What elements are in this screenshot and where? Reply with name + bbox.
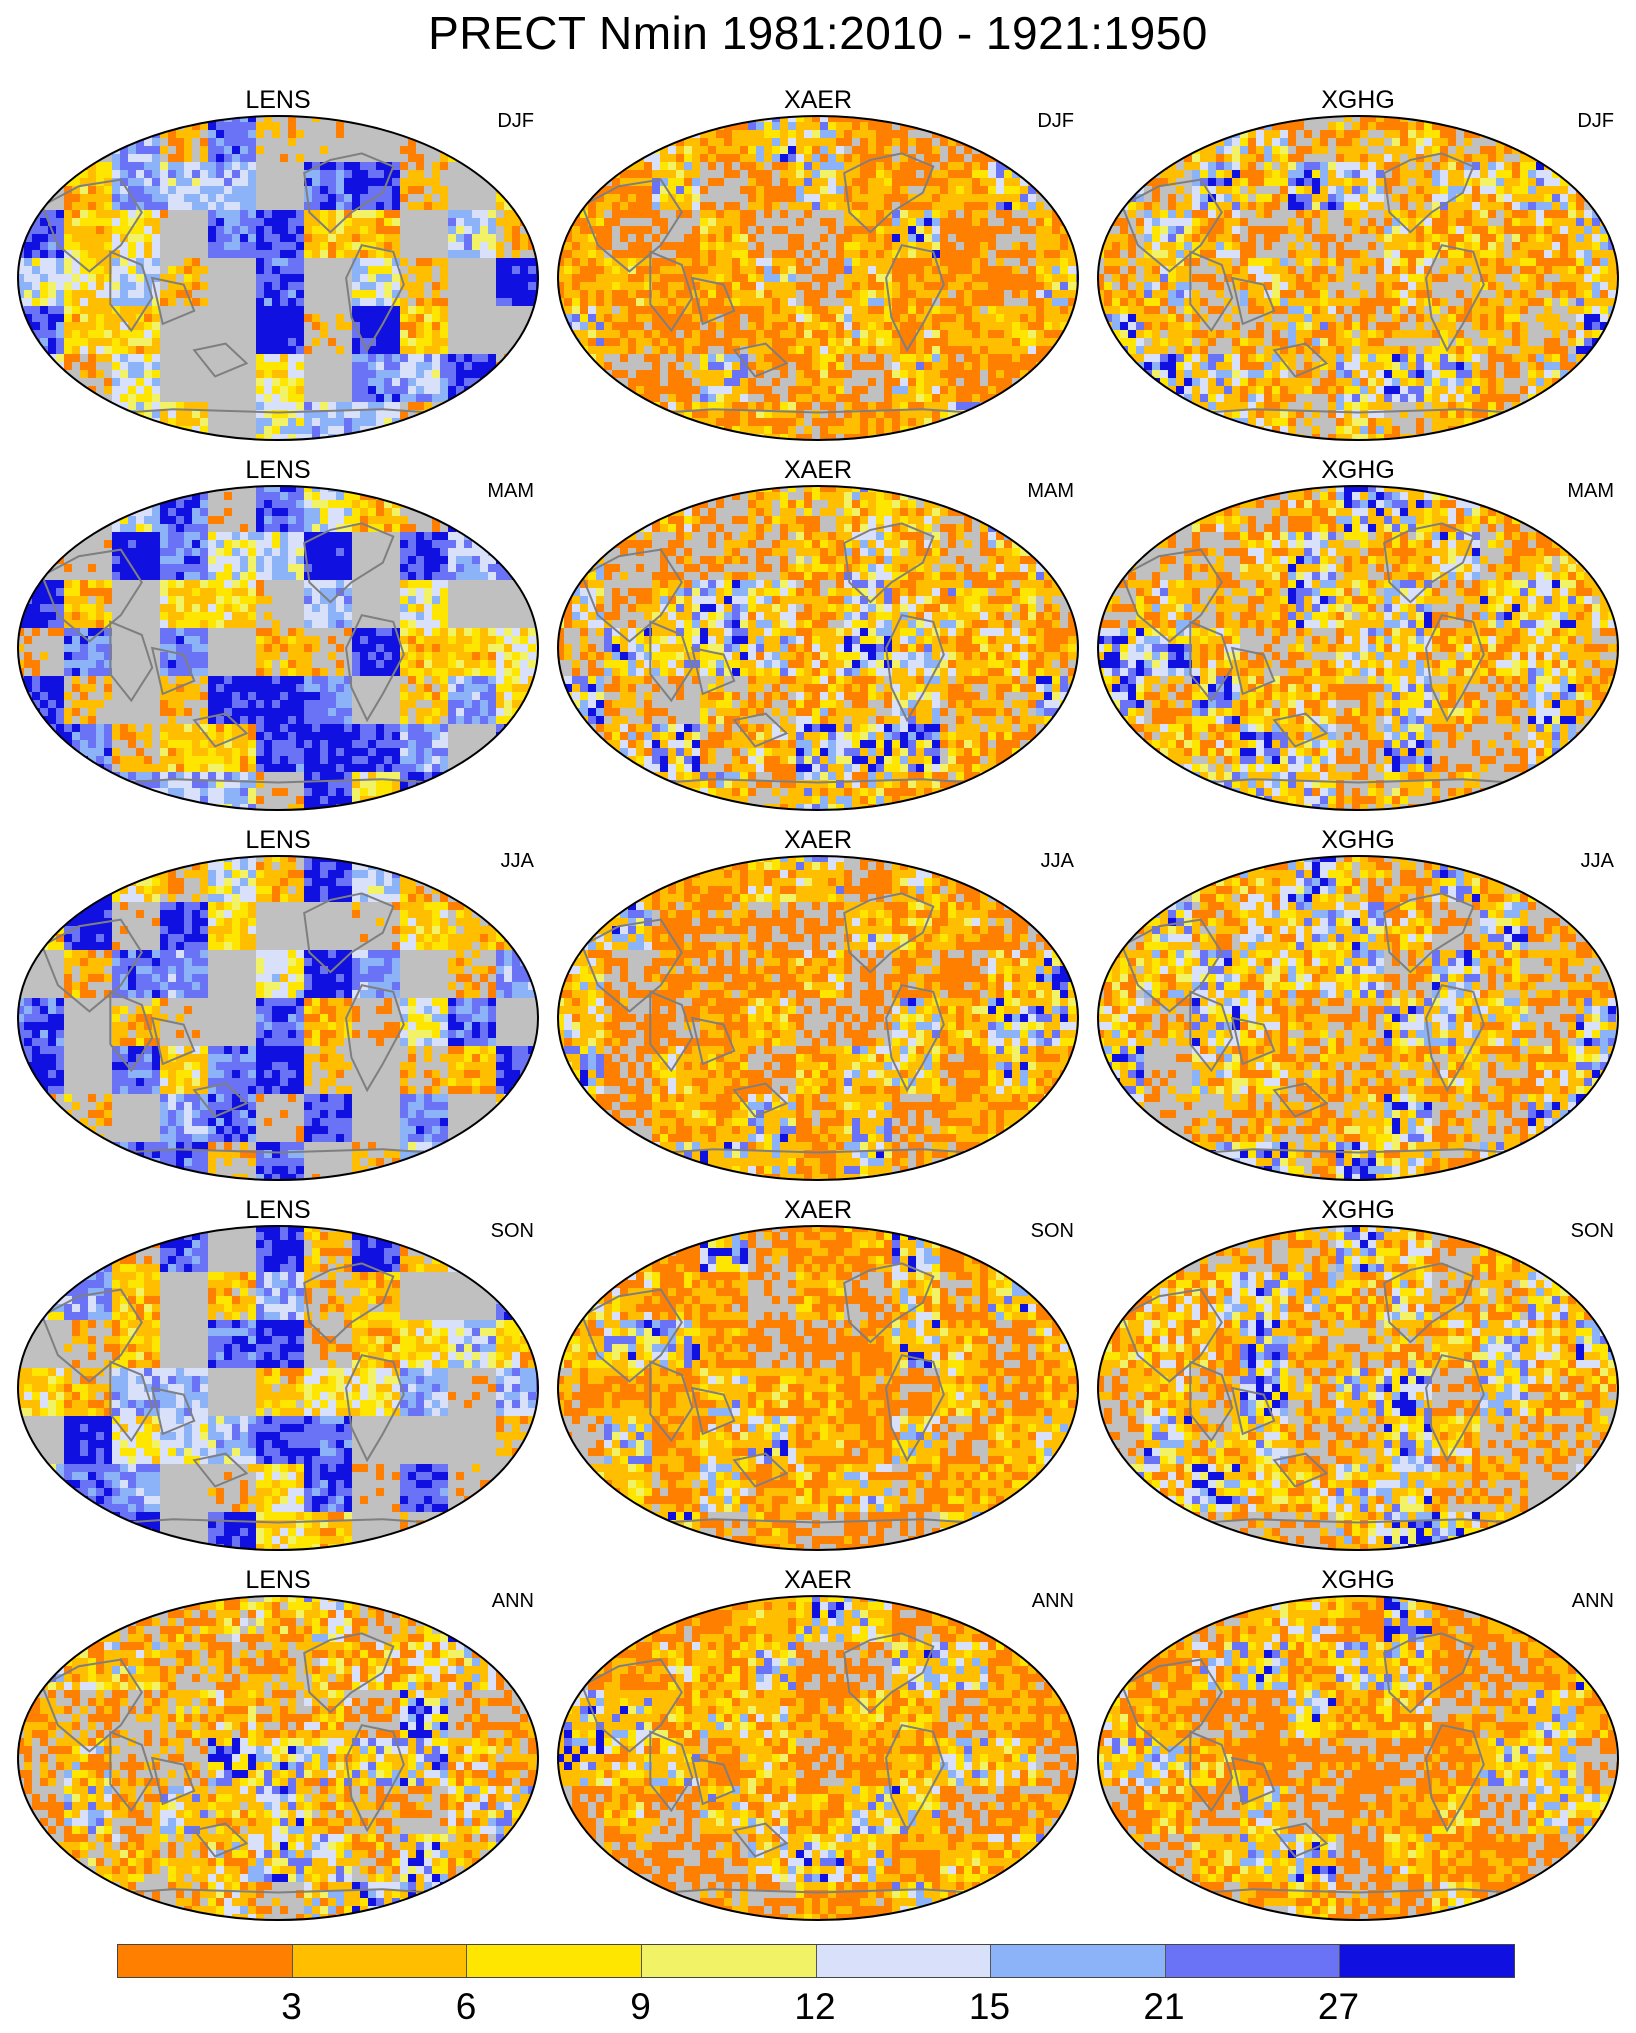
colorbar-box <box>991 1945 1166 1977</box>
map-panel-lens-son: LENS SON <box>8 1196 548 1556</box>
map-field <box>17 855 539 1181</box>
map-field <box>17 485 539 811</box>
panel-season-label: MAM <box>487 480 534 503</box>
panel-model-title: XGHG <box>1088 1196 1628 1225</box>
panel-model-title: XGHG <box>1088 86 1628 115</box>
map-panel-xghg-jja: XGHG JJA <box>1088 826 1628 1186</box>
map-field <box>557 115 1079 441</box>
panel-season-label: SON <box>491 1220 534 1243</box>
map-field <box>1097 485 1619 811</box>
panel-season-label: ANN <box>1032 1590 1074 1613</box>
map-panel-xaer-son: XAER SON <box>548 1196 1088 1556</box>
map-panel-xaer-jja: XAER JJA <box>548 826 1088 1186</box>
colorbar-tick-label: 27 <box>1318 1986 1359 2028</box>
map-panel-xaer-djf: XAER DJF <box>548 86 1088 446</box>
colorbar-box <box>292 1945 468 1977</box>
map-field <box>1097 115 1619 441</box>
colorbar-box <box>1340 1945 1514 1977</box>
panel-model-title: LENS <box>8 86 548 115</box>
panel-model-title: LENS <box>8 456 548 485</box>
colorbar: 3 6 9 12 15 21 27 <box>0 1940 1636 2033</box>
colorbar-tick-label: 21 <box>1143 1986 1184 2028</box>
map-panel-xghg-djf: XGHG DJF <box>1088 86 1628 446</box>
map-field <box>557 485 1079 811</box>
colorbar-box <box>118 1945 293 1977</box>
panel-season-label: JJA <box>1581 850 1614 873</box>
colorbar-box <box>1165 1945 1341 1977</box>
panel-season-label: JJA <box>501 850 534 873</box>
panel-model-title: XAER <box>548 1566 1088 1595</box>
panel-season-label: MAM <box>1567 480 1614 503</box>
panel-model-title: LENS <box>8 1566 548 1595</box>
panel-model-title: XGHG <box>1088 1566 1628 1595</box>
map-panel-grid: LENS DJF XAER DJF XGHG DJF LENS MAM XAER MAM XGHG M… <box>8 86 1628 1926</box>
panel-model-title: XGHG <box>1088 826 1628 855</box>
panel-season-label: DJF <box>1577 110 1614 133</box>
panel-model-title: XAER <box>548 456 1088 485</box>
map-field <box>1097 855 1619 1181</box>
map-field <box>17 1225 539 1551</box>
map-field <box>557 855 1079 1181</box>
colorbar-tick-label: 12 <box>794 1986 835 2028</box>
map-panel-xghg-mam: XGHG MAM <box>1088 456 1628 816</box>
map-panel-lens-djf: LENS DJF <box>8 86 548 446</box>
colorbar-box <box>641 1945 817 1977</box>
panel-model-title: XAER <box>548 1196 1088 1225</box>
panel-season-label: ANN <box>1572 1590 1614 1613</box>
colorbar-tick-label: 9 <box>630 1986 651 2028</box>
panel-model-title: LENS <box>8 1196 548 1225</box>
colorbar-tick-label: 3 <box>281 1986 302 2028</box>
map-field <box>17 1595 539 1921</box>
panel-season-label: MAM <box>1027 480 1074 503</box>
map-field <box>1097 1595 1619 1921</box>
map-field <box>557 1595 1079 1921</box>
map-panel-xaer-mam: XAER MAM <box>548 456 1088 816</box>
map-panel-xaer-ann: XAER ANN <box>548 1566 1088 1926</box>
map-panel-lens-jja: LENS JJA <box>8 826 548 1186</box>
panel-model-title: XAER <box>548 826 1088 855</box>
map-panel-lens-ann: LENS ANN <box>8 1566 548 1926</box>
panel-season-label: JJA <box>1041 850 1074 873</box>
colorbar-boxes <box>117 1944 1515 1978</box>
map-panel-lens-mam: LENS MAM <box>8 456 548 816</box>
panel-model-title: XGHG <box>1088 456 1628 485</box>
figure-title: PRECT Nmin 1981:2010 - 1921:1950 <box>0 6 1636 60</box>
panel-model-title: LENS <box>8 826 548 855</box>
colorbar-tick-label: 15 <box>969 1986 1010 2028</box>
panel-season-label: SON <box>1031 1220 1074 1243</box>
colorbar-box <box>816 1945 992 1977</box>
map-field <box>557 1225 1079 1551</box>
colorbar-box <box>467 1945 642 1977</box>
panel-season-label: SON <box>1571 1220 1614 1243</box>
panel-season-label: DJF <box>497 110 534 133</box>
colorbar-tick-label: 6 <box>456 1986 477 2028</box>
map-panel-xghg-ann: XGHG ANN <box>1088 1566 1628 1926</box>
panel-model-title: XAER <box>548 86 1088 115</box>
map-panel-xghg-son: XGHG SON <box>1088 1196 1628 1556</box>
map-field <box>17 115 539 441</box>
panel-season-label: ANN <box>492 1590 534 1613</box>
map-field <box>1097 1225 1619 1551</box>
panel-season-label: DJF <box>1037 110 1074 133</box>
